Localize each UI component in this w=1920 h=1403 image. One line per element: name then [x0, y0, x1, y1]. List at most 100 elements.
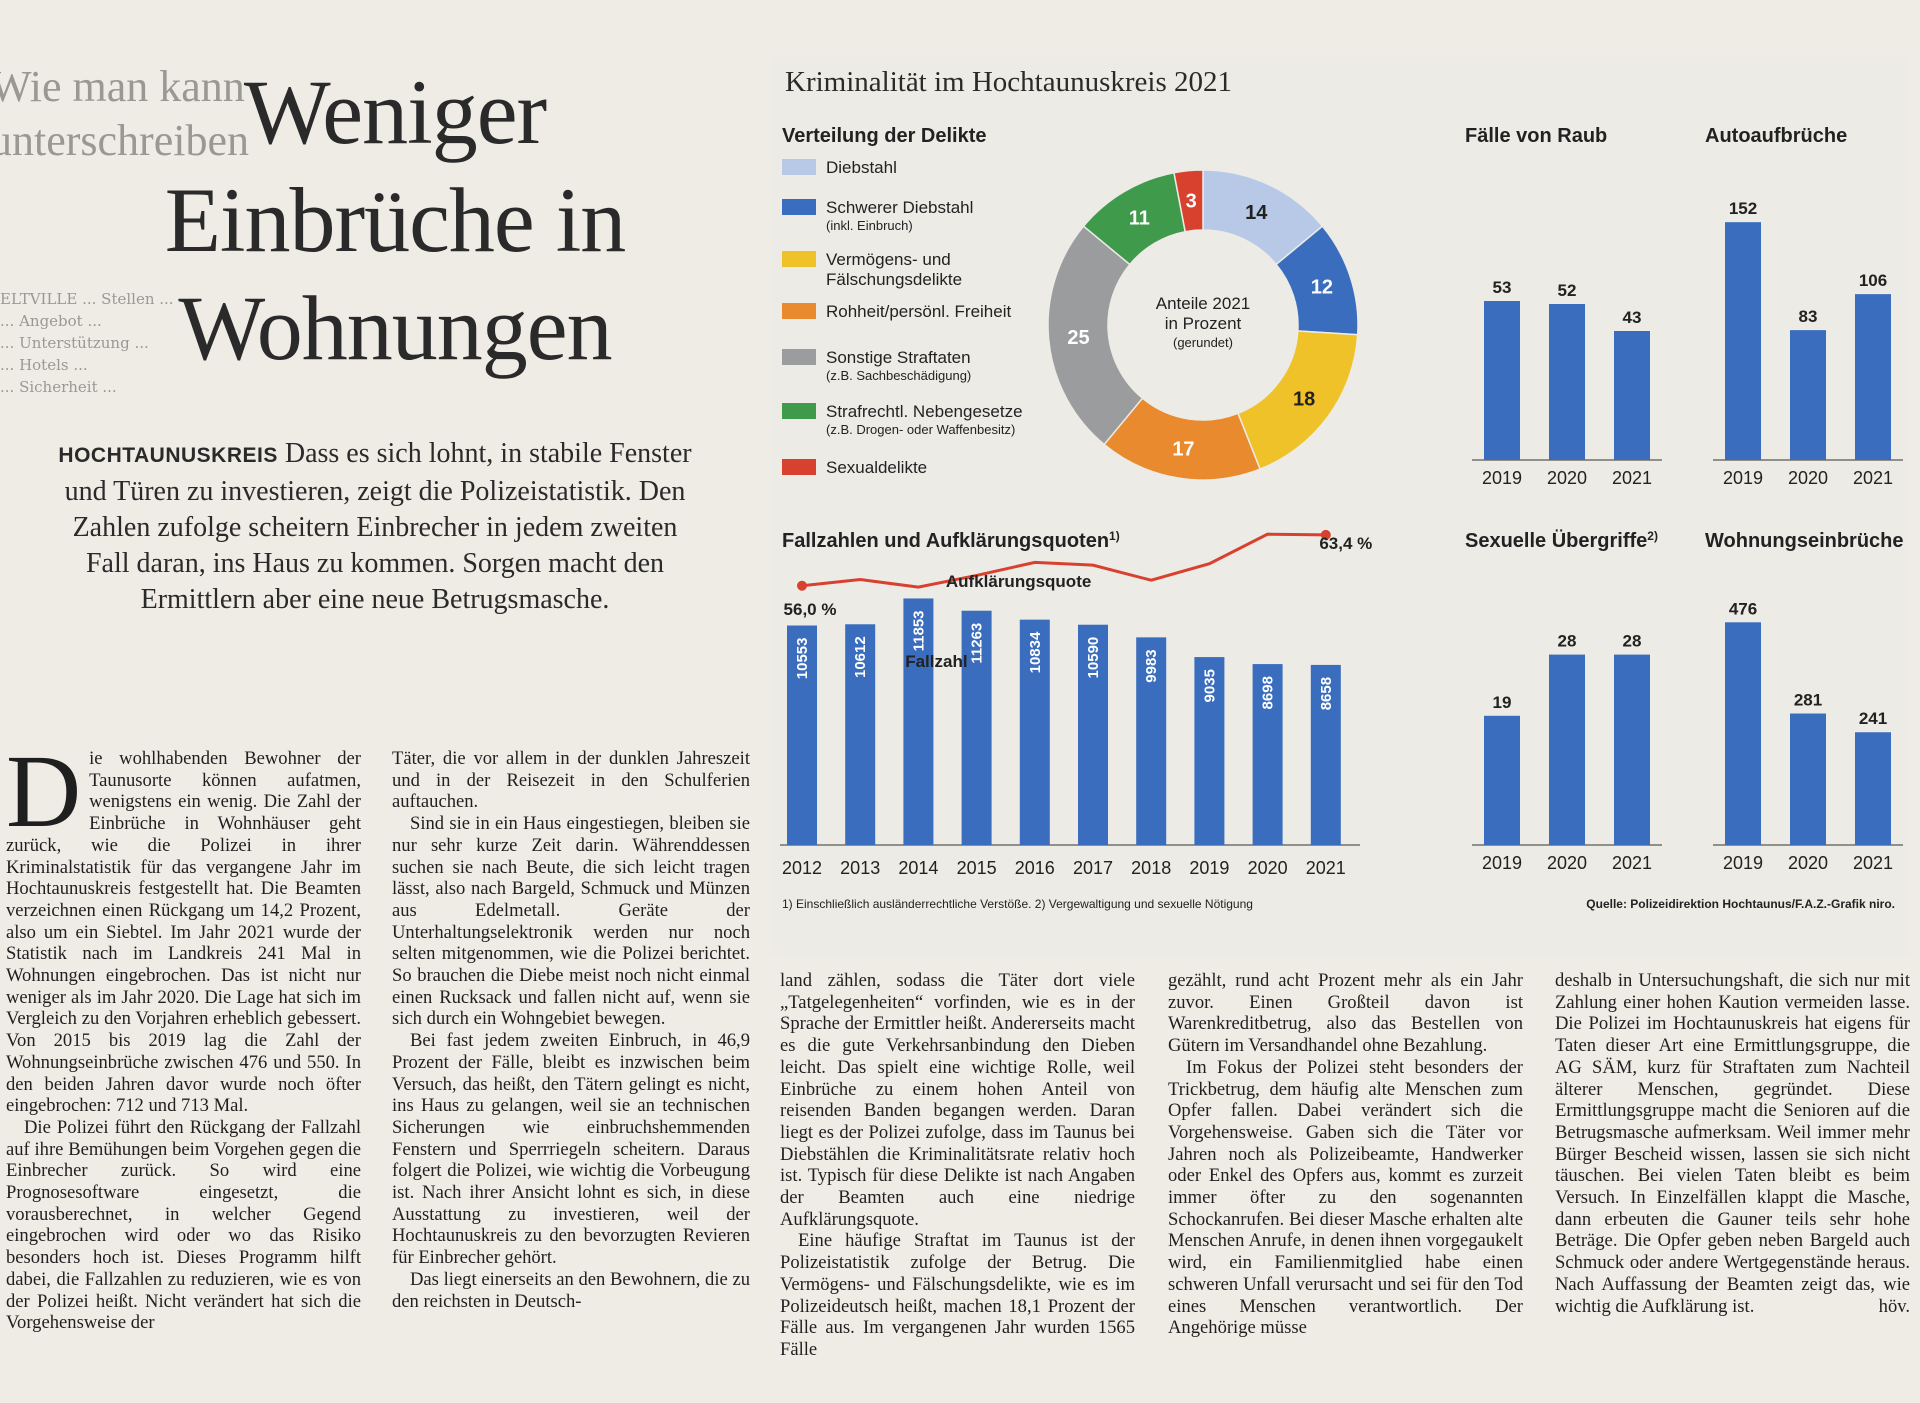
bar-value-label: 11263	[969, 623, 986, 664]
paragraph: land zählen, sodass die Täter dort viele…	[780, 970, 1135, 1230]
legend-label: Sonstige Straftaten	[826, 348, 971, 367]
x-tick-label: 2016	[1015, 858, 1055, 878]
fallzahl-chart: 10553 2012 10612 2013 11853 2014 11263 2015 1083…	[780, 529, 1372, 878]
legend-sublabel: (z.B. Sachbeschädigung)	[826, 368, 971, 383]
bar	[1790, 330, 1826, 460]
bar-value-label: 9035	[1201, 669, 1218, 702]
sex-title: Sexuelle Übergriffe2)	[1465, 529, 1658, 552]
aufklaerung-series-label: Aufklärungsquote	[946, 572, 1091, 591]
fallzahl-bar	[787, 625, 817, 845]
slice-value-label: 14	[1245, 202, 1268, 224]
bar-value-label: 11853	[910, 610, 927, 651]
fallzahl-bar	[1019, 619, 1050, 845]
bar-value-label: 8698	[1260, 676, 1277, 709]
bar-value-label: 28	[1558, 632, 1577, 651]
paragraph: deshalb in Untersuchungshaft, die sich n…	[1555, 970, 1910, 1317]
slice-value-label: 3	[1186, 191, 1197, 213]
legend-swatch	[782, 349, 816, 365]
bar-value-label: 43	[1623, 308, 1642, 327]
fallzahl-bar	[1252, 664, 1283, 845]
x-tick-label: 2021	[1612, 853, 1652, 873]
slice-value-label: 11	[1129, 207, 1150, 229]
x-tick-label: 2019	[1482, 853, 1522, 873]
aufklaerung-line	[801, 532, 1326, 589]
x-tick-label: 2019	[1723, 853, 1763, 873]
neighbour-heading-2: unterschreiben	[0, 116, 249, 165]
wohnungseinbrueche-chart: 476 2019 281 2020 241 2021	[1713, 599, 1903, 873]
legend-label: Sexualdelikte	[826, 458, 927, 477]
donut-center-line-2: in Prozent	[1165, 314, 1242, 333]
legend-swatch	[782, 303, 816, 319]
graphic-footnote: 1) Einschließlich ausländerrechtliche Ve…	[782, 897, 1253, 911]
donut-slice	[1173, 169, 1204, 233]
pie-title: Verteilung der Delikte	[782, 125, 987, 147]
donut-center-line-1: Anteile 2021	[1156, 294, 1251, 313]
bar-value-label: 152	[1729, 199, 1757, 218]
kicker: HOCHTAUNUSKREIS	[58, 444, 278, 467]
paragraph: Sind sie in ein Haus eingestiegen, bleib…	[392, 813, 750, 1030]
body-column-4: gezählt, rund acht Prozent mehr als ein …	[1168, 970, 1523, 1339]
bar	[1855, 294, 1891, 460]
fallzahl-bar	[1136, 637, 1167, 845]
line-end-point	[1320, 529, 1331, 540]
legend-label: Vermögens- und	[826, 250, 951, 269]
slice-value-label: 18	[1293, 388, 1315, 410]
paragraph: gezählt, rund acht Prozent mehr als ein …	[1168, 970, 1523, 1057]
auto-title: Autoaufbrüche	[1705, 125, 1847, 147]
paragraph: Die Polizei führt den Rückgang der Fallz…	[6, 1116, 361, 1334]
crime-infographic: Kriminalität im Hochtaunuskreis 2021 Ver…	[770, 55, 1910, 955]
bar-value-label: 19	[1493, 693, 1512, 712]
x-tick-label: 2020	[1788, 853, 1828, 873]
fallzahl-series-label: Fallzahl	[905, 652, 967, 671]
x-tick-label: 2015	[957, 858, 997, 878]
x-tick-label: 2020	[1788, 468, 1828, 488]
fallzahl-bar	[903, 598, 934, 845]
slice-value-label: 12	[1311, 276, 1333, 298]
bar	[1484, 301, 1520, 460]
line-end-label: 63,4 %	[1319, 534, 1372, 553]
legend-swatch	[782, 403, 816, 419]
bar-value-label: 9983	[1143, 649, 1160, 682]
bar	[1614, 654, 1650, 845]
author-signoff: höv.	[1878, 1295, 1910, 1317]
neighbour-heading-1: Wie man kann	[0, 62, 245, 111]
graphic-title: Kriminalität im Hochtaunuskreis 2021	[785, 66, 1232, 98]
pie-legend: Diebstahl Schwerer Diebstahl(inkl. Einbru…	[782, 158, 1023, 477]
dropcap: D	[6, 734, 82, 849]
x-tick-label: 2020	[1248, 858, 1288, 878]
lead-text: Dass es sich lohnt, in stabile Fenster u…	[64, 438, 692, 615]
legend-swatch	[782, 251, 816, 267]
bar	[1790, 713, 1826, 845]
legend-swatch	[782, 459, 816, 475]
line-start-label: 56,0 %	[784, 600, 837, 619]
neighbour-line: ... Angebot ...	[0, 312, 102, 330]
fallzahl-bar	[1078, 624, 1108, 845]
bar-value-label: 106	[1859, 271, 1887, 290]
bar	[1855, 732, 1891, 845]
line-start-point	[797, 580, 807, 591]
bar-value-label: 8658	[1318, 677, 1335, 710]
bar-value-label: 28	[1623, 632, 1642, 651]
x-tick-label: 2021	[1306, 858, 1346, 878]
legend-label: Diebstahl	[826, 158, 897, 177]
donut-slice	[1047, 225, 1144, 446]
bar-value-label: 83	[1799, 307, 1818, 326]
fallzahl-bar	[1310, 664, 1341, 845]
legend-label: Strafrechtl. Nebengesetze	[826, 402, 1023, 421]
fallzahl-title: Fallzahlen und Aufklärungsquoten1)	[782, 529, 1120, 552]
bar	[1549, 304, 1585, 460]
neighbour-line: ... Unterstützung ...	[0, 334, 149, 352]
paragraph: Das liegt einerseits an den Bewohnern, d…	[392, 1268, 750, 1312]
legend-label: Rohheit/persönl. Freiheit	[826, 302, 1011, 321]
x-tick-label: 2019	[1723, 468, 1763, 488]
legend-sublabel: Fälschungsdelikte	[826, 270, 962, 289]
bar-value-label: 10553	[794, 637, 811, 679]
paragraph: Eine häufige Straftat im Taunus ist der …	[780, 1230, 1135, 1360]
autoaufbrueche-chart: 152 2019 83 2020 106 2021	[1713, 199, 1903, 488]
wohn-title: Wohnungseinbrüche	[1705, 530, 1904, 552]
neighbour-line: ELTVILLE ... Stellen ...	[0, 290, 174, 308]
bar-value-label: 52	[1558, 281, 1577, 300]
raub-title: Fälle von Raub	[1465, 125, 1607, 147]
slice-value-label: 25	[1067, 327, 1089, 349]
